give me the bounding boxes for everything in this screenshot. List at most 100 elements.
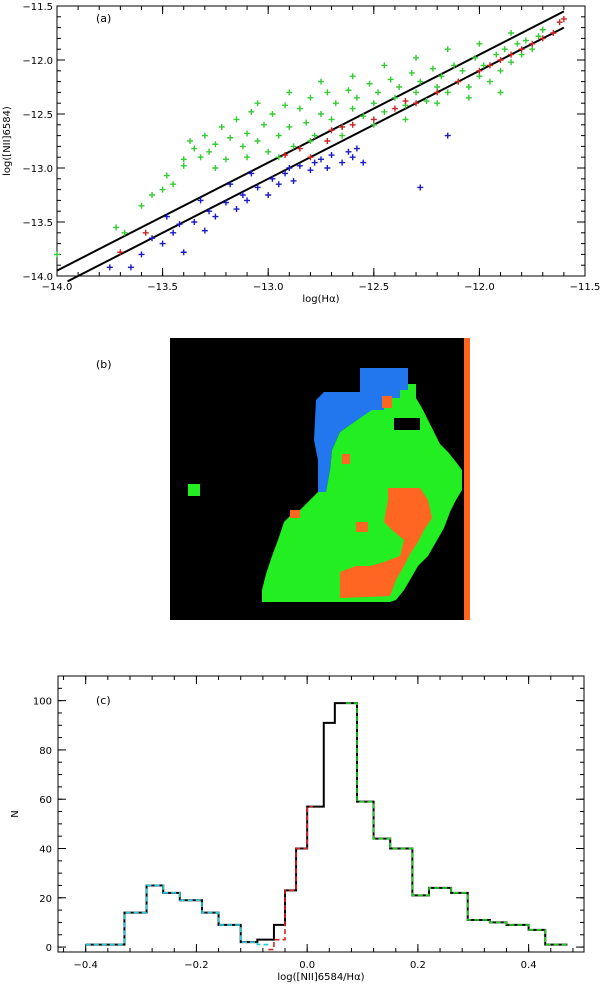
data-point xyxy=(438,73,445,80)
data-point xyxy=(222,156,229,163)
data-point xyxy=(370,121,377,128)
data-point xyxy=(180,162,187,169)
ticks-a: −14.0 −13.5 −13.0 −12.5 −12.0 −11.5 −14.0 −13.5… xyxy=(22,2,600,293)
data-point xyxy=(290,177,297,184)
data-point xyxy=(472,54,479,61)
data-point xyxy=(191,219,198,225)
data-point xyxy=(434,84,441,90)
data-point xyxy=(290,143,297,150)
data-point xyxy=(381,108,388,115)
histogram-panel-c: (c) log([NII]6584/Hα) N −0.4 −0.2 0.0 0.2 0.… xyxy=(10,675,585,983)
data-point xyxy=(339,123,346,130)
data-point xyxy=(163,213,170,220)
histogram-series-2 xyxy=(268,805,313,951)
data-point xyxy=(233,206,240,213)
panel-a-label: (a) xyxy=(96,12,111,25)
y-tick-label-a: −13.5 xyxy=(22,218,53,229)
data-point xyxy=(324,138,331,144)
data-point xyxy=(303,119,310,126)
histogram-steps xyxy=(85,702,568,951)
data-point xyxy=(370,100,377,107)
y-tick-label-c: 20 xyxy=(39,894,52,905)
x-axis-label-a: log(Hα) xyxy=(302,294,339,305)
data-point xyxy=(324,165,331,171)
data-point xyxy=(138,202,145,209)
data-point xyxy=(244,197,251,204)
y-tick-label-a: −14.0 xyxy=(22,272,53,283)
data-point xyxy=(518,51,525,58)
y-tick-label-a: −12.5 xyxy=(22,110,53,121)
data-point xyxy=(318,78,324,85)
data-point xyxy=(508,51,515,58)
data-point xyxy=(282,152,289,159)
data-point xyxy=(522,37,529,44)
data-point xyxy=(286,89,293,96)
x-tick-label-c: −0.4 xyxy=(74,960,98,971)
data-point xyxy=(360,113,367,120)
data-point xyxy=(307,94,314,101)
data-point xyxy=(239,143,246,150)
data-point xyxy=(170,181,177,188)
x-tick-label-a: −11.5 xyxy=(570,282,600,293)
data-point xyxy=(324,89,331,96)
data-point xyxy=(339,159,346,166)
data-point xyxy=(349,154,356,161)
x-tick-label-a: −14.0 xyxy=(42,282,73,293)
data-point xyxy=(248,170,255,177)
data-point xyxy=(197,154,204,161)
data-point xyxy=(307,154,314,161)
data-point xyxy=(227,181,234,188)
data-point xyxy=(187,138,194,144)
data-point xyxy=(402,116,409,123)
data-point xyxy=(486,62,493,69)
data-point xyxy=(387,76,394,83)
data-point xyxy=(244,154,251,161)
x-tick-label-c: 0.4 xyxy=(521,960,537,971)
y-tick-label-c: 100 xyxy=(33,697,52,708)
data-point xyxy=(275,154,282,161)
data-point xyxy=(269,175,276,182)
panel-b-label: (b) xyxy=(96,358,112,371)
data-point xyxy=(307,138,314,144)
x-tick-label-c: 0.2 xyxy=(410,960,426,971)
data-point xyxy=(282,170,289,177)
reference-line xyxy=(67,26,565,283)
data-point xyxy=(212,213,219,220)
y-axis-label-c: N xyxy=(10,810,21,817)
data-point xyxy=(451,62,458,69)
data-point xyxy=(218,123,225,130)
data-point xyxy=(117,249,124,256)
data-point xyxy=(535,33,542,40)
data-point xyxy=(455,78,462,85)
data-point xyxy=(244,130,251,137)
data-point xyxy=(556,19,563,26)
data-point xyxy=(260,121,267,128)
data-point xyxy=(476,73,483,80)
data-point xyxy=(486,78,493,85)
data-point xyxy=(212,141,219,148)
data-point xyxy=(265,148,272,155)
data-point xyxy=(201,132,208,139)
data-point xyxy=(296,145,303,152)
data-point xyxy=(138,251,145,258)
data-point xyxy=(349,73,356,80)
data-point xyxy=(318,156,324,163)
y-tick-label-a: −11.5 xyxy=(22,2,53,13)
data-point xyxy=(353,94,360,101)
blue-region xyxy=(314,368,408,492)
data-point xyxy=(539,35,546,42)
data-point xyxy=(353,145,360,152)
ticks-c: −0.4 −0.2 0.0 0.2 0.4 0 20 40 60 80 100 xyxy=(33,675,584,971)
data-point xyxy=(497,89,504,96)
plot-c-frame xyxy=(57,675,585,953)
data-point xyxy=(560,15,567,22)
x-tick-label-a: −12.0 xyxy=(464,282,495,293)
data-point xyxy=(191,145,198,152)
histogram-series-3 xyxy=(345,702,568,946)
data-point xyxy=(429,65,436,72)
data-point xyxy=(444,89,451,96)
data-point xyxy=(318,111,324,117)
orange-region-main xyxy=(340,488,432,598)
plot-a-frame xyxy=(56,5,586,277)
data-point xyxy=(480,62,487,69)
